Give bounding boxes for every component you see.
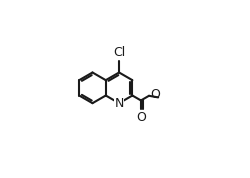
Text: O: O — [150, 88, 160, 101]
Text: N: N — [114, 97, 124, 110]
Text: O: O — [136, 111, 146, 124]
Text: Cl: Cl — [113, 46, 125, 59]
